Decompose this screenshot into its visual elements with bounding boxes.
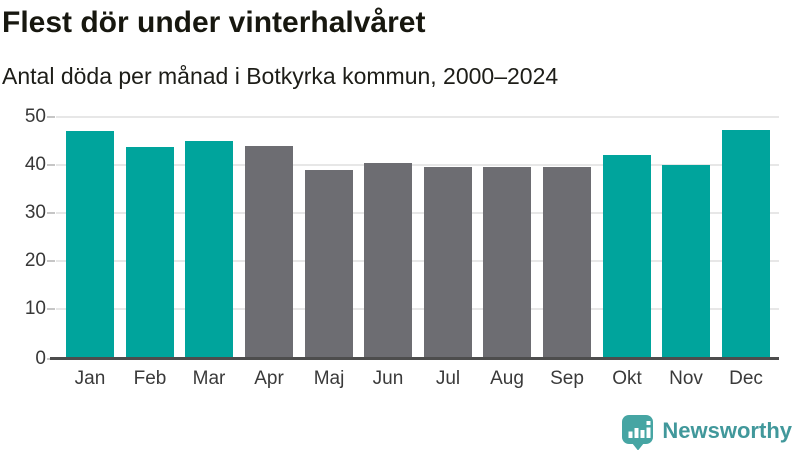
x-axis-label-mar: Mar bbox=[192, 368, 226, 389]
y-axis-label-50: 50 bbox=[24, 105, 46, 127]
bar-apr bbox=[245, 146, 293, 357]
x-axis-label-jul: Jul bbox=[435, 368, 461, 389]
x-axis-label-sep: Sep bbox=[550, 368, 584, 389]
logo-bar-1 bbox=[628, 431, 633, 438]
bar-chart-speech-bubble-icon bbox=[622, 415, 654, 450]
gridline-50 bbox=[56, 115, 779, 118]
chart-subtitle: Antal döda per månad i Botkyrka kommun, … bbox=[2, 63, 559, 89]
bar-jul bbox=[424, 166, 472, 357]
x-axis-label-nov: Nov bbox=[669, 368, 703, 389]
x-axis-label-aug: Aug bbox=[490, 368, 524, 389]
x-axis-label-feb: Feb bbox=[133, 368, 167, 389]
bar-feb bbox=[126, 147, 174, 357]
gridline-40 bbox=[56, 163, 779, 166]
y-tick-40 bbox=[47, 163, 55, 166]
x-axis-label-apr: Apr bbox=[254, 368, 284, 389]
logo-bar-2 bbox=[634, 428, 639, 438]
y-tick-30 bbox=[47, 211, 55, 214]
bar-jan bbox=[66, 131, 114, 357]
bar-okt bbox=[603, 155, 651, 357]
x-axis-label-okt: Okt bbox=[612, 368, 642, 389]
logo-bar-3 bbox=[640, 430, 645, 438]
gridline-20 bbox=[56, 259, 779, 262]
bar-jun bbox=[364, 163, 412, 357]
gridline-10 bbox=[56, 307, 779, 310]
y-tick-50 bbox=[47, 115, 55, 118]
bar-maj bbox=[305, 170, 353, 357]
chart-title: Flest dör under vinterhalvåret bbox=[2, 6, 426, 39]
y-axis-label-10: 10 bbox=[24, 297, 46, 319]
y-axis-label-30: 30 bbox=[24, 201, 46, 223]
y-tick-10 bbox=[47, 307, 55, 310]
x-axis-label-jun: Jun bbox=[372, 368, 404, 389]
logo-exclamation-stem bbox=[646, 427, 651, 438]
y-axis-label-0: 0 bbox=[35, 348, 46, 369]
brand-wordmark: Newsworthy bbox=[662, 418, 792, 443]
newsworthy-logo[interactable]: Newsworthy bbox=[621, 414, 792, 450]
bar-aug bbox=[483, 167, 531, 357]
gridline-30 bbox=[56, 211, 779, 214]
x-axis-line bbox=[50, 357, 779, 360]
x-axis-label-jan: Jan bbox=[74, 368, 106, 389]
bar-dec bbox=[722, 130, 770, 357]
bar-sep bbox=[543, 167, 591, 357]
logo-exclamation-dot bbox=[646, 421, 651, 425]
y-axis-label-40: 40 bbox=[24, 153, 46, 175]
y-tick-20 bbox=[47, 259, 55, 262]
x-axis-label-maj: Maj bbox=[313, 368, 345, 389]
x-axis-label-dec: Dec bbox=[729, 368, 763, 389]
y-axis-label-20: 20 bbox=[24, 249, 46, 271]
bar-nov bbox=[662, 165, 710, 357]
bar-mar bbox=[185, 140, 233, 357]
